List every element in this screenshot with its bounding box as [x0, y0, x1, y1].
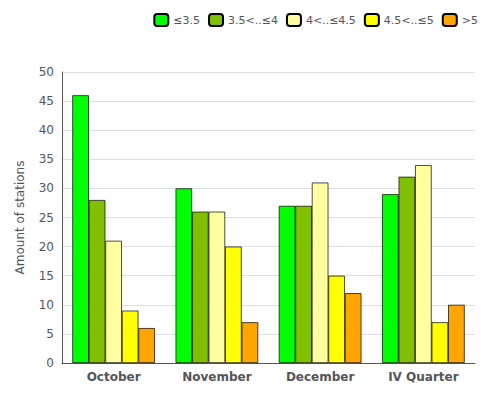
svg-text:≤3.5: ≤3.5	[173, 14, 200, 27]
svg-text:30: 30	[39, 181, 54, 195]
svg-text:45: 45	[39, 94, 54, 108]
svg-text:15: 15	[39, 269, 54, 283]
svg-text:40: 40	[39, 123, 54, 137]
svg-text:50: 50	[39, 65, 54, 79]
svg-text:4.5<..≤5: 4.5<..≤5	[384, 14, 434, 27]
svg-text:20: 20	[39, 240, 54, 254]
svg-text:10: 10	[39, 298, 54, 312]
svg-text:25: 25	[39, 211, 54, 225]
svg-text:December: December	[286, 370, 355, 384]
svg-text:IV Quarter: IV Quarter	[388, 370, 459, 384]
svg-text:October: October	[87, 370, 141, 384]
svg-text:5: 5	[46, 327, 54, 341]
svg-text:3.5<..≤4: 3.5<..≤4	[228, 14, 278, 27]
svg-text:>5: >5	[462, 14, 478, 27]
svg-text:4<..≤4.5: 4<..≤4.5	[306, 14, 356, 27]
svg-text:0: 0	[46, 356, 54, 370]
svg-text:35: 35	[39, 152, 54, 166]
svg-text:Amount of stations: Amount of stations	[13, 161, 27, 275]
svg-text:November: November	[182, 370, 251, 384]
